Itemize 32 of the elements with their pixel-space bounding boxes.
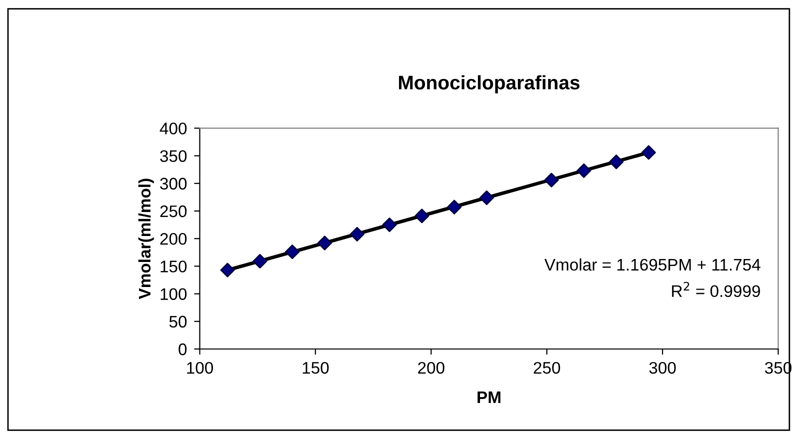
- annotation: Vmolar = 1.1695PM + 11.754: [544, 258, 760, 271]
- point: [544, 172, 559, 188]
- y-tick-label: 150: [160, 260, 187, 272]
- point: [641, 145, 656, 160]
- y-tick-label: 200: [160, 233, 187, 245]
- point: [285, 244, 300, 260]
- x-tick-label: 300: [649, 362, 676, 374]
- x-axis-title: PM: [478, 392, 500, 404]
- chart-title: Monocicloparafinas: [399, 75, 580, 94]
- x-tick-label: 150: [302, 362, 329, 374]
- y-tick-label: 350: [160, 150, 187, 162]
- x-tick-label: 250: [534, 362, 560, 374]
- point: [446, 200, 462, 214]
- y-tick-label: 50: [169, 316, 187, 328]
- point: [252, 254, 268, 269]
- y-tick-label: 400: [160, 122, 187, 134]
- point: [382, 218, 397, 232]
- y-tick-label: 0: [178, 343, 187, 356]
- y-axis-title: Vmolar(ml/mol): [138, 178, 154, 300]
- point: [608, 154, 624, 170]
- point: [479, 190, 494, 206]
- y-tick-label: 100: [160, 288, 187, 300]
- point: [220, 262, 235, 278]
- annotation: R$^{2}$ = 0.9999: [672, 282, 760, 298]
- x-tick-label: 200: [418, 362, 444, 374]
- point: [414, 208, 430, 224]
- point: [350, 226, 364, 242]
- y-tick-label: 300: [160, 178, 187, 190]
- y-tick-label: 250: [160, 205, 187, 218]
- x-tick-label: 100: [187, 362, 214, 374]
- point: [317, 236, 332, 250]
- point: [576, 163, 592, 178]
